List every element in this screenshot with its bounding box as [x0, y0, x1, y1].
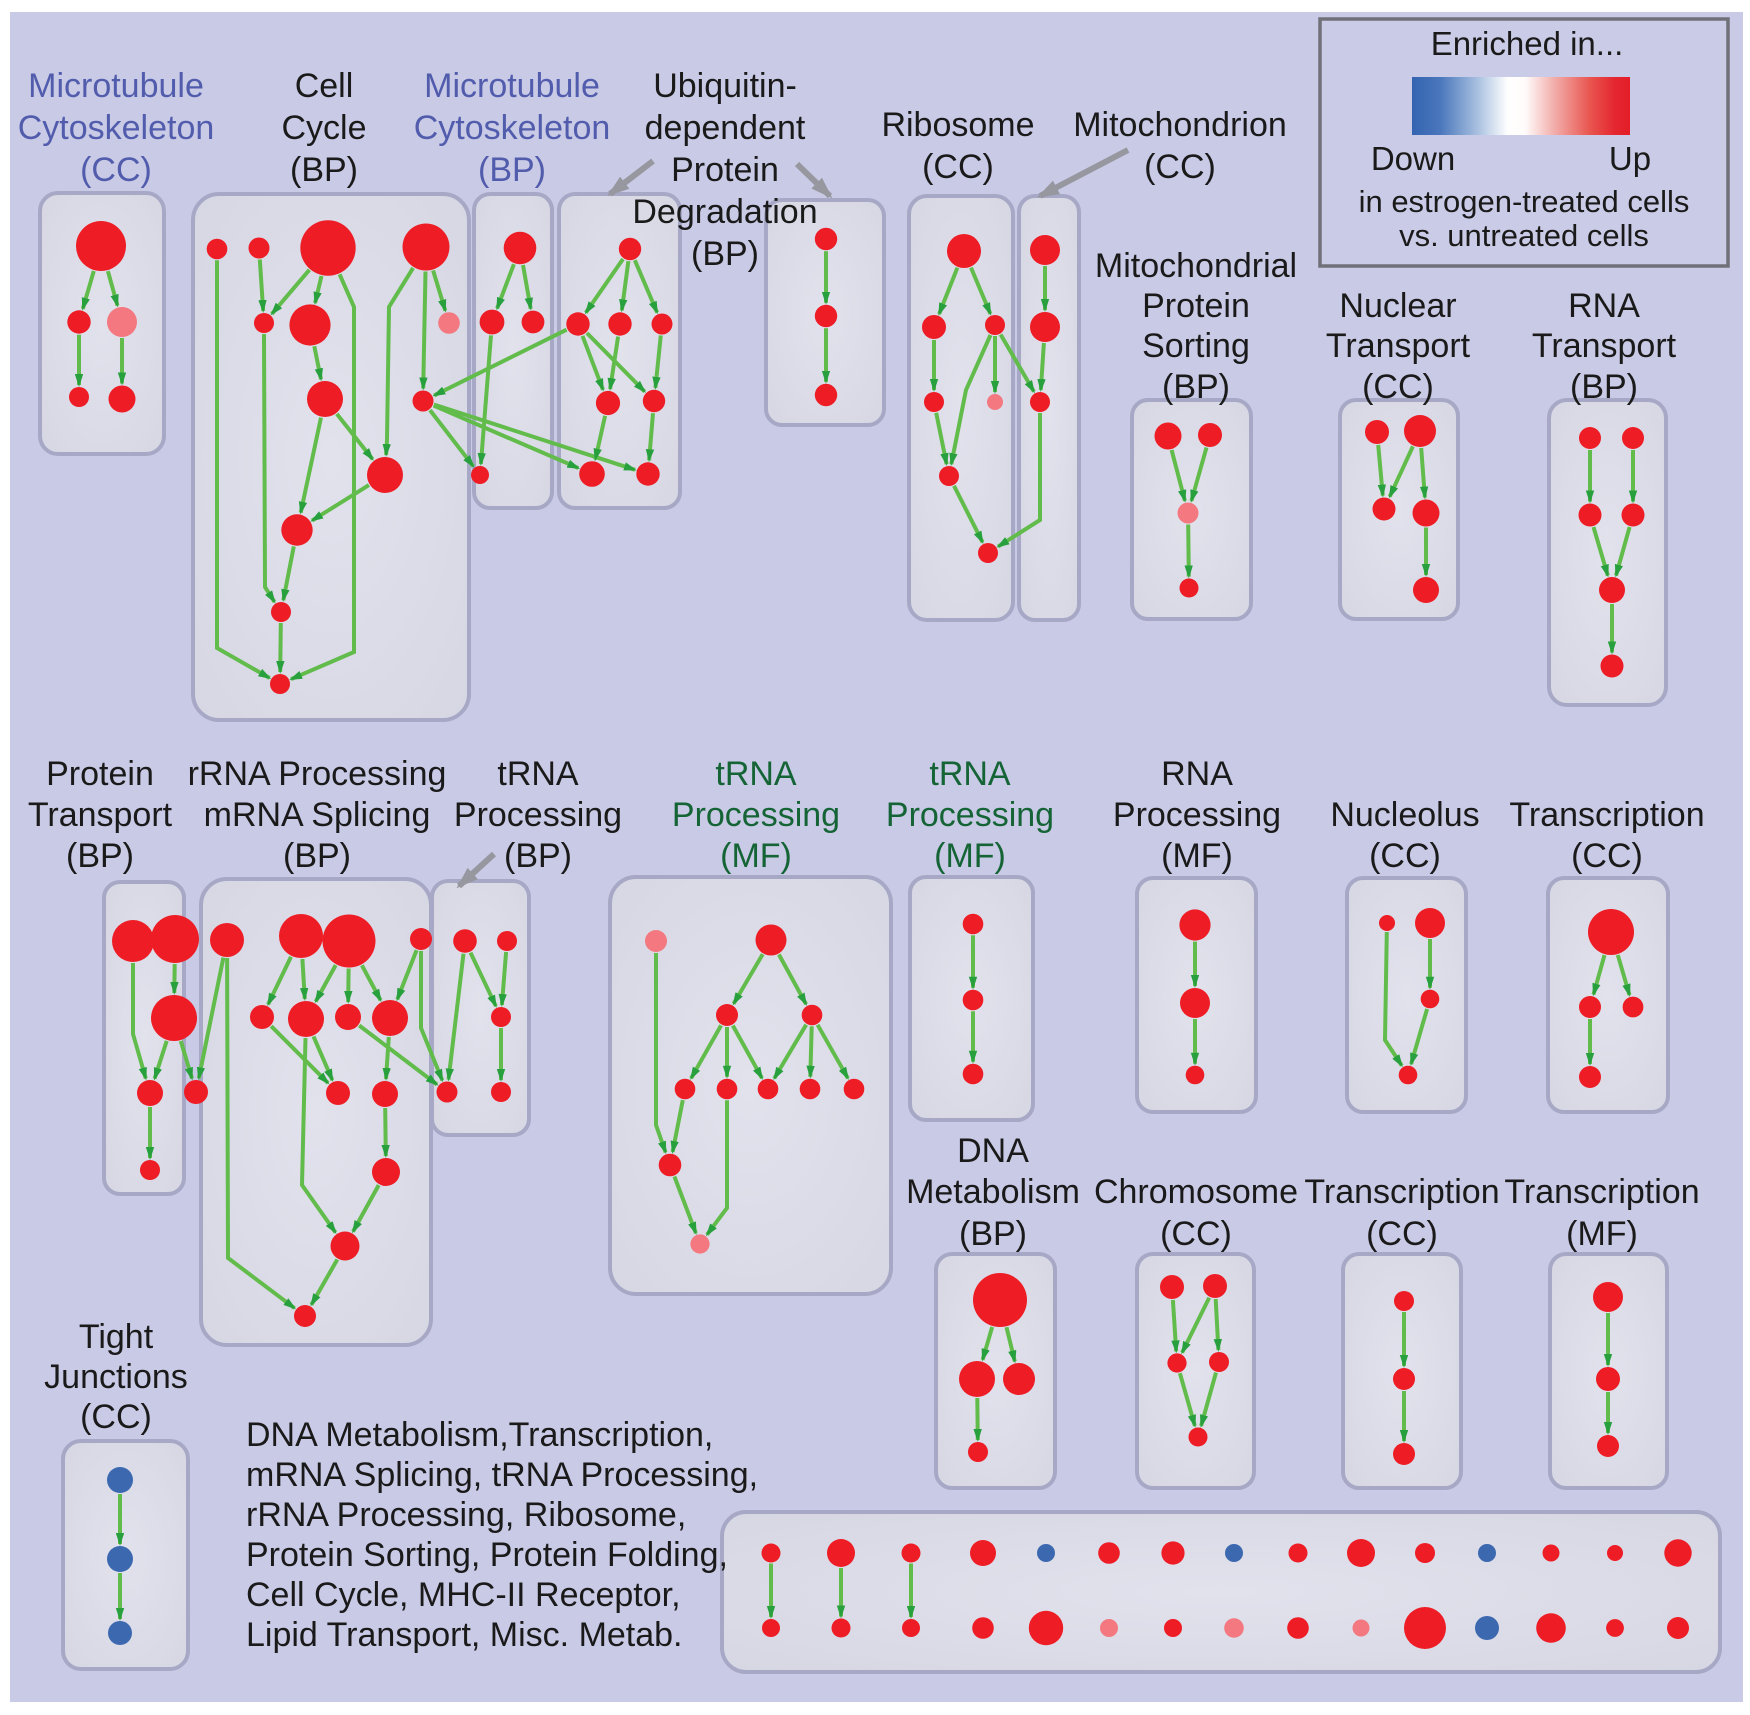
svg-text:Processing: Processing — [886, 796, 1054, 834]
svg-text:Microtubule: Microtubule — [424, 67, 600, 105]
svg-text:(BP): (BP) — [504, 837, 572, 875]
svg-text:Cycle: Cycle — [281, 109, 366, 147]
svg-text:Down: Down — [1371, 140, 1455, 177]
svg-text:rRNA Processing: rRNA Processing — [188, 755, 447, 793]
svg-text:(MF): (MF) — [934, 837, 1006, 875]
svg-text:(CC): (CC) — [1571, 837, 1643, 875]
svg-text:(CC): (CC) — [80, 151, 152, 189]
svg-text:Metabolism: Metabolism — [906, 1173, 1080, 1211]
svg-text:Nuclear: Nuclear — [1339, 287, 1456, 325]
svg-text:Tight: Tight — [79, 1318, 154, 1356]
svg-text:(BP): (BP) — [1570, 368, 1638, 406]
svg-text:RNA: RNA — [1161, 755, 1233, 793]
svg-text:(MF): (MF) — [1566, 1215, 1638, 1253]
svg-text:Transport: Transport — [28, 796, 173, 834]
svg-text:Processing: Processing — [454, 796, 622, 834]
svg-text:Chromosome: Chromosome — [1094, 1173, 1298, 1211]
svg-text:Lipid Transport, Misc. Metab.: Lipid Transport, Misc. Metab. — [246, 1616, 683, 1654]
svg-text:Transcription: Transcription — [1509, 796, 1704, 834]
svg-text:Microtubule: Microtubule — [28, 67, 204, 105]
svg-text:(CC): (CC) — [80, 1398, 152, 1436]
svg-text:(BP): (BP) — [1162, 368, 1230, 406]
svg-text:Cytoskeleton: Cytoskeleton — [414, 109, 611, 147]
svg-text:vs. untreated cells: vs. untreated cells — [1399, 218, 1649, 253]
svg-text:(CC): (CC) — [922, 148, 994, 186]
svg-text:dependent: dependent — [645, 109, 806, 147]
svg-text:Transcription: Transcription — [1304, 1173, 1499, 1211]
svg-text:Junctions: Junctions — [44, 1358, 188, 1396]
svg-text:Transport: Transport — [1326, 327, 1471, 365]
svg-text:DNA: DNA — [957, 1132, 1029, 1170]
svg-text:mRNA Splicing: mRNA Splicing — [204, 796, 431, 834]
svg-text:(BP): (BP) — [290, 151, 358, 189]
svg-text:Protein: Protein — [671, 151, 779, 189]
svg-text:Cytoskeleton: Cytoskeleton — [18, 109, 215, 147]
svg-text:(CC): (CC) — [1160, 1215, 1232, 1253]
svg-text:Protein: Protein — [46, 755, 154, 793]
svg-text:tRNA: tRNA — [497, 755, 579, 793]
svg-text:Cell: Cell — [295, 67, 354, 105]
svg-text:(CC): (CC) — [1362, 368, 1434, 406]
svg-text:(CC): (CC) — [1144, 148, 1216, 186]
svg-text:DNA Metabolism,Transcription,: DNA Metabolism,Transcription, — [246, 1416, 713, 1454]
svg-text:Transport: Transport — [1532, 327, 1677, 365]
svg-text:Processing: Processing — [1113, 796, 1281, 834]
svg-text:(BP): (BP) — [66, 837, 134, 875]
svg-text:Nucleolus: Nucleolus — [1330, 796, 1479, 834]
svg-text:(BP): (BP) — [283, 837, 351, 875]
svg-text:Ubiquitin-: Ubiquitin- — [653, 67, 797, 105]
svg-text:tRNA: tRNA — [929, 755, 1011, 793]
svg-text:(BP): (BP) — [478, 151, 546, 189]
svg-text:rRNA Processing, Ribosome,: rRNA Processing, Ribosome, — [246, 1496, 686, 1534]
svg-text:Ribosome: Ribosome — [881, 106, 1034, 144]
svg-text:Mitochondrion: Mitochondrion — [1073, 106, 1287, 144]
svg-text:RNA: RNA — [1568, 287, 1640, 325]
svg-text:(CC): (CC) — [1369, 837, 1441, 875]
svg-text:Sorting: Sorting — [1142, 327, 1250, 365]
svg-text:(MF): (MF) — [1161, 837, 1233, 875]
svg-text:(BP): (BP) — [959, 1215, 1027, 1253]
svg-text:tRNA: tRNA — [715, 755, 797, 793]
svg-text:Up: Up — [1609, 140, 1651, 177]
svg-text:Mitochondrial: Mitochondrial — [1095, 247, 1297, 285]
svg-text:(CC): (CC) — [1366, 1215, 1438, 1253]
svg-text:Processing: Processing — [672, 796, 840, 834]
svg-text:(BP): (BP) — [691, 235, 759, 273]
svg-text:Enriched in...: Enriched in... — [1431, 25, 1624, 62]
svg-text:in estrogen-treated cells: in estrogen-treated cells — [1359, 184, 1690, 219]
svg-text:Protein: Protein — [1142, 287, 1250, 325]
svg-text:mRNA Splicing, tRNA Processing: mRNA Splicing, tRNA Processing, — [246, 1456, 758, 1494]
svg-text:Protein Sorting, Protein Foldi: Protein Sorting, Protein Folding, — [246, 1536, 728, 1574]
svg-text:Transcription: Transcription — [1504, 1173, 1699, 1211]
svg-text:(MF): (MF) — [720, 837, 792, 875]
svg-text:Degradation: Degradation — [632, 193, 817, 231]
svg-text:Cell Cycle, MHC-II Receptor,: Cell Cycle, MHC-II Receptor, — [246, 1576, 681, 1614]
